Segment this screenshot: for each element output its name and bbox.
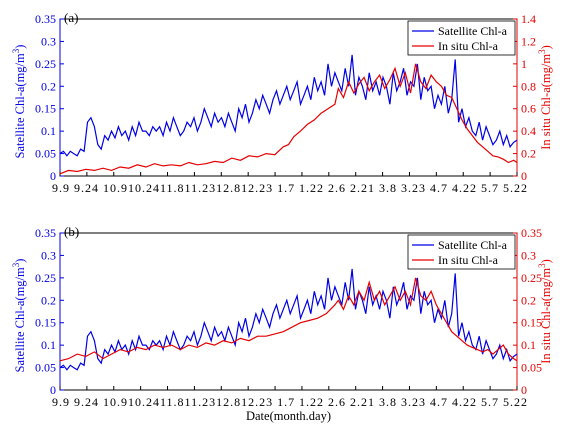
legend-box xyxy=(407,20,516,56)
legend-entry: Satellite Chl-a xyxy=(438,24,508,38)
insitu-series-line xyxy=(59,277,518,362)
right-tick-label: 0.1 xyxy=(521,338,536,352)
left-tick-label: 0.1 xyxy=(41,338,56,352)
left-tick-label: 0.35 xyxy=(35,12,56,26)
right-tick-label: 0.4 xyxy=(521,124,536,138)
left-tick-label: 0.1 xyxy=(41,124,56,138)
left-tick-label: 0.3 xyxy=(41,248,56,262)
left-tick-label: 0.25 xyxy=(35,57,56,71)
x-tick-labels: 9.9 9.24 10.910.2411.811.2312.812.23 1.7… xyxy=(52,181,527,195)
right-tick-label: 0.05 xyxy=(521,361,542,375)
left-tick-label: 0.05 xyxy=(35,361,56,375)
right-tick-label: 0.6 xyxy=(521,102,536,116)
left-tick-label: 0.25 xyxy=(35,271,56,285)
right-axis-label: In situ Chl-a(mg/m3) xyxy=(537,259,553,364)
x-tick-labels: 9.9 9.24 10.910.2411.811.2312.812.23 1.7… xyxy=(52,395,527,409)
right-tick-label: 0 xyxy=(521,169,527,183)
left-tick-label: 0.2 xyxy=(41,293,56,307)
satellite-series-line xyxy=(59,268,518,371)
panel-label: (a) xyxy=(64,10,78,25)
insitu-series-line xyxy=(59,63,518,175)
right-tick-label: 0.2 xyxy=(521,293,536,307)
right-tick-label: 0.15 xyxy=(521,316,542,330)
right-axis-label: In situ Chl-a(mg/m3) xyxy=(537,45,553,150)
left-tick-label: 0.05 xyxy=(35,147,56,161)
left-tick-label: 0 xyxy=(50,169,56,183)
right-tick-label: 0 xyxy=(521,383,527,397)
right-tick-label: 0.3 xyxy=(521,248,536,262)
panel-b: 0 0.05 0.1 0.15 0.2 0.25 0.3 0.35 0 0.05 0.1 0.15 0.… xyxy=(11,224,553,423)
right-tick-label: 1.4 xyxy=(521,12,536,26)
x-axis-label: Date(month.day) xyxy=(246,409,331,423)
legend-box xyxy=(407,234,516,270)
right-tick-label: 0.35 xyxy=(521,226,542,240)
left-tick-label: 0.2 xyxy=(41,79,56,93)
right-tick-label: 1 xyxy=(521,57,527,71)
left-tick-label: 0.35 xyxy=(35,226,56,240)
legend-entry: In situ Chl-a xyxy=(438,253,499,267)
right-tick-label: 1.2 xyxy=(521,34,536,48)
legend-entry: Satellite Chl-a xyxy=(438,238,508,252)
left-tick-label: 0.3 xyxy=(41,34,56,48)
panel-a: 0 0.05 0.1 0.15 0.2 0.25 0.3 0.35 0 0.2 0.4 0.6 0.8 1… xyxy=(11,10,553,195)
satellite-series-line xyxy=(59,54,518,157)
left-axis-label: Satellite Chl-a(mg/m3) xyxy=(11,45,27,159)
right-tick-label: 0.25 xyxy=(521,271,542,285)
panel-label: (b) xyxy=(64,224,79,239)
legend-entry: In situ Chl-a xyxy=(438,39,499,53)
left-axis-label: Satellite Chl-a(mg/m3) xyxy=(11,259,27,373)
left-tick-label: 0.15 xyxy=(35,316,56,330)
right-tick-label: 0.8 xyxy=(521,79,536,93)
right-tick-label: 0.2 xyxy=(521,147,536,161)
left-tick-label: 0 xyxy=(50,383,56,397)
left-tick-label: 0.15 xyxy=(35,102,56,116)
